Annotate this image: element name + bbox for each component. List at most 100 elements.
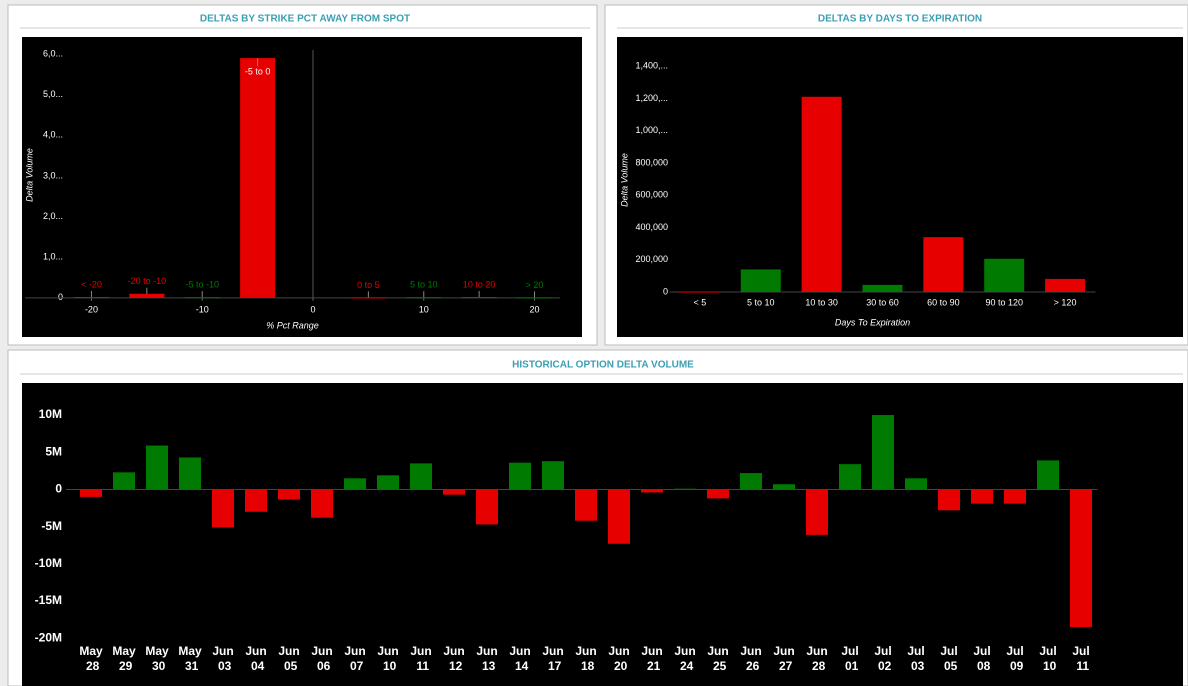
x-tick-label-line: Jun bbox=[278, 644, 299, 658]
x-tick-label: Jul 03 bbox=[907, 644, 924, 673]
x-tick-label-line: Jul bbox=[973, 644, 990, 658]
x-tick-label-line: 17 bbox=[545, 659, 562, 673]
x-tick-label-line: 10 bbox=[1040, 659, 1057, 673]
bar bbox=[509, 462, 531, 490]
x-tick-label: May 29 bbox=[112, 644, 136, 673]
y-tick-label: 600,000 bbox=[635, 190, 668, 200]
y-tick-label: 1,400,... bbox=[635, 61, 668, 71]
x-tick-label: Jun 05 bbox=[278, 644, 299, 673]
bar bbox=[410, 463, 432, 490]
bar bbox=[212, 489, 234, 528]
x-tick-label-line: Jul bbox=[940, 644, 957, 658]
y-tick-label: 800,000 bbox=[635, 157, 668, 167]
x-tick-label: Jun 18 bbox=[575, 644, 596, 673]
y-tick-label: 4,0... bbox=[43, 130, 63, 140]
y-axis-title: Delta Volume bbox=[619, 153, 629, 207]
x-tick-label: May 28 bbox=[79, 644, 103, 673]
x-tick-label-line: Jun bbox=[311, 644, 332, 658]
x-tick-label-line: Jul bbox=[1039, 644, 1056, 658]
x-tick-label-line: Jun bbox=[476, 644, 497, 658]
y-tick-label: 1,000,... bbox=[635, 125, 668, 135]
plot-area bbox=[22, 37, 582, 337]
x-tick-label: Jun 20 bbox=[608, 644, 629, 673]
x-tick-label: Jun 11 bbox=[410, 644, 431, 673]
x-tick-label-line: 29 bbox=[116, 659, 133, 673]
y-tick-label: 2,0... bbox=[43, 211, 63, 221]
bar bbox=[377, 475, 399, 490]
x-tick-label: May 31 bbox=[178, 644, 202, 673]
x-tick-label: Jun 04 bbox=[245, 644, 266, 673]
x-tick-label: Jun 13 bbox=[476, 644, 497, 673]
data-label: 10 to 20 bbox=[463, 279, 496, 289]
panel-title: DELTAS BY DAYS TO EXPIRATION bbox=[818, 14, 982, 25]
x-tick-label-line: 20 bbox=[611, 659, 628, 673]
x-tick-label-line: 25 bbox=[710, 659, 727, 673]
bar bbox=[575, 489, 597, 521]
x-tick-label: 30 to 60 bbox=[866, 297, 899, 307]
x-tick-label-line: Jul bbox=[1006, 644, 1023, 658]
x-tick-label-line: May bbox=[112, 644, 136, 658]
x-tick-label: Jun 26 bbox=[740, 644, 761, 673]
x-tick-label: Jun 28 bbox=[806, 644, 827, 673]
x-tick-label: 10 bbox=[419, 304, 429, 314]
y-tick-label: 10M bbox=[39, 407, 62, 421]
x-tick-label-line: Jun bbox=[707, 644, 728, 658]
bar bbox=[740, 269, 781, 292]
x-tick-label: Jun 03 bbox=[212, 644, 233, 673]
y-tick-label: 0 bbox=[58, 292, 63, 302]
x-tick-label: Jul 05 bbox=[940, 644, 957, 673]
x-tick-label-line: Jun bbox=[344, 644, 365, 658]
bar bbox=[839, 464, 861, 490]
x-tick-label: 60 to 90 bbox=[927, 297, 960, 307]
data-label: 5 to 10 bbox=[410, 280, 438, 290]
bar bbox=[344, 478, 366, 490]
x-tick-label: Jul 09 bbox=[1006, 644, 1023, 673]
x-tick-label-line: Jul bbox=[907, 644, 924, 658]
y-tick-label: 3,0... bbox=[43, 170, 63, 180]
x-tick-label-line: Jun bbox=[542, 644, 563, 658]
bar bbox=[129, 293, 165, 298]
x-tick-label-line: 28 bbox=[83, 659, 100, 673]
x-tick-label-line: 28 bbox=[809, 659, 826, 673]
y-tick-label: -5M bbox=[41, 519, 62, 533]
x-tick-label-line: Jun bbox=[773, 644, 794, 658]
y-tick-label: 1,200,... bbox=[635, 93, 668, 103]
x-tick-label: > 120 bbox=[1054, 297, 1077, 307]
x-tick-label-line: Jul bbox=[841, 644, 858, 658]
bar bbox=[707, 489, 729, 499]
x-tick-label: Jun 21 bbox=[641, 644, 662, 673]
bar bbox=[73, 297, 109, 298]
y-tick-label: 5,0... bbox=[43, 89, 63, 99]
panel-title: DELTAS BY STRIKE PCT AWAY FROM SPOT bbox=[200, 14, 410, 25]
data-label: 0 to 5 bbox=[357, 280, 380, 290]
bar bbox=[1037, 460, 1059, 490]
bar bbox=[801, 96, 842, 292]
x-axis-title: Days To Expiration bbox=[835, 317, 910, 327]
bar bbox=[773, 484, 795, 490]
x-tick-label-line: 12 bbox=[446, 659, 463, 673]
x-tick-label: Jul 01 bbox=[841, 644, 858, 673]
y-tick-label: -20M bbox=[35, 630, 62, 644]
x-tick-label: 5 to 10 bbox=[747, 297, 775, 307]
bar bbox=[1045, 278, 1086, 292]
x-tick-label: Jul 08 bbox=[973, 644, 990, 673]
data-label: < -20 bbox=[81, 279, 102, 289]
x-tick-label-line: Jun bbox=[608, 644, 629, 658]
y-tick-label: -10M bbox=[35, 556, 62, 570]
plot-area bbox=[22, 383, 1183, 686]
x-tick-label-line: 02 bbox=[875, 659, 892, 673]
x-tick-label-line: Jun bbox=[641, 644, 662, 658]
x-tick-label: Jun 12 bbox=[443, 644, 464, 673]
x-tick-label: -20 bbox=[85, 304, 98, 314]
x-tick-label-line: Jun bbox=[377, 644, 398, 658]
x-tick-label: Jun 07 bbox=[344, 644, 365, 673]
bar bbox=[179, 457, 201, 490]
x-tick-label-line: 31 bbox=[182, 659, 199, 673]
x-tick-label: 0 bbox=[310, 304, 315, 314]
x-tick-label: May 30 bbox=[145, 644, 169, 673]
x-tick-label-line: May bbox=[79, 644, 103, 658]
bar bbox=[461, 297, 497, 298]
x-axis-title: % Pct Range bbox=[266, 320, 319, 330]
bar bbox=[938, 489, 960, 511]
